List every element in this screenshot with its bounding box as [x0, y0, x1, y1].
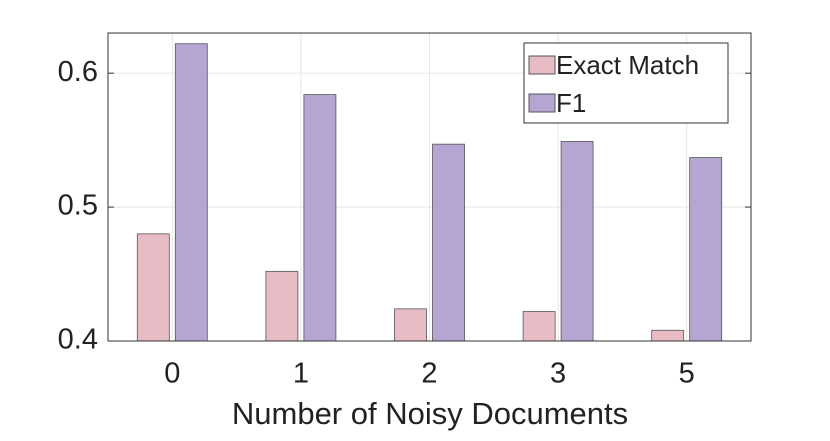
x-tick-label: 5 — [679, 358, 695, 390]
legend-label: Exact Match — [556, 50, 699, 80]
bar — [522, 311, 556, 342]
bar — [265, 270, 299, 342]
bar — [136, 233, 170, 342]
x-tick-label: 2 — [421, 358, 437, 390]
x-tick-label: 1 — [293, 358, 309, 390]
bar — [432, 143, 465, 342]
y-tick-label: 0.5 — [58, 190, 98, 222]
y-tick-label: 0.6 — [58, 56, 98, 88]
bar — [174, 43, 208, 342]
bar — [651, 329, 685, 342]
bar — [560, 141, 594, 342]
legend-swatch — [528, 55, 556, 75]
x-tick-label: 3 — [550, 358, 566, 390]
bar — [394, 308, 427, 342]
axes-frame — [107, 32, 752, 342]
legend-label: F1 — [556, 88, 586, 118]
legend-swatch — [528, 93, 556, 113]
x-axis-label: Number of Noisy Documents — [232, 396, 628, 431]
x-tick-label: 0 — [164, 358, 180, 390]
y-tick-label: 0.4 — [58, 324, 98, 356]
bar — [689, 157, 723, 342]
legend-box — [523, 42, 729, 124]
bar — [303, 94, 337, 342]
